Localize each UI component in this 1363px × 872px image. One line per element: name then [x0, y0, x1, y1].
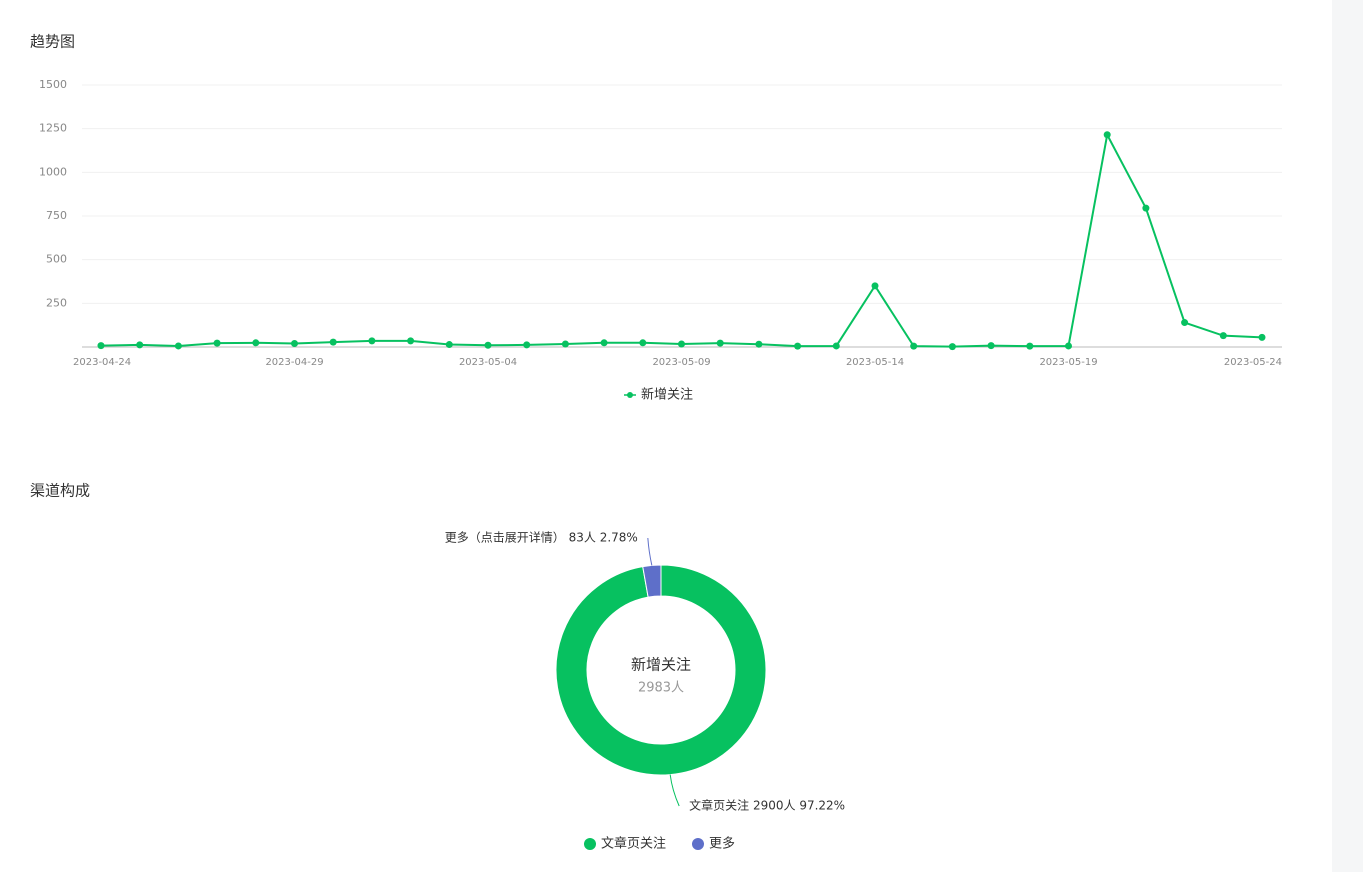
line: [100, 131, 1263, 348]
point: [252, 339, 260, 347]
y-tick-label: 500: [46, 253, 67, 266]
point: [794, 342, 802, 350]
x-tick-label: 2023-05-19: [1039, 357, 1097, 368]
point: [445, 341, 453, 349]
point: [987, 342, 995, 350]
legend-swatch: [627, 392, 633, 398]
point: [213, 339, 221, 347]
point: [1219, 332, 1227, 340]
point: [1103, 131, 1111, 139]
point: [1142, 204, 1150, 212]
point: [1181, 319, 1189, 327]
x-tick-label: 2023-05-24: [1224, 357, 1282, 368]
legend-label[interactable]: 新增关注: [641, 387, 693, 403]
x-tick-label: 2023-05-09: [652, 357, 710, 368]
point: [678, 340, 685, 348]
slice-label: 文章页关注 2900人 97.22%: [689, 798, 845, 813]
legend-label[interactable]: 更多: [709, 836, 735, 852]
point: [832, 342, 840, 350]
point: [1258, 333, 1266, 341]
side-panel: [1332, 0, 1363, 872]
point: [136, 341, 144, 349]
point: [639, 339, 647, 347]
point: [329, 338, 337, 346]
point: [174, 342, 182, 350]
x-tick-label: 2023-04-29: [265, 357, 323, 368]
x-tick-label: 2023-05-04: [459, 357, 517, 368]
point: [523, 341, 531, 349]
y-tick-label: 1500: [39, 78, 67, 91]
y-tick-label: 750: [46, 209, 67, 222]
x-tick-label: 2023-04-24: [73, 357, 131, 368]
legend-swatch: [692, 838, 704, 850]
point: [600, 339, 608, 347]
leader-line: [669, 774, 680, 807]
slice: [642, 564, 662, 598]
slice: [555, 564, 767, 776]
point: [755, 340, 763, 348]
point: [484, 341, 492, 349]
slice-label: 更多（点击展开详情） 83人 2.78%: [445, 530, 638, 545]
y-tick-label: 1250: [39, 122, 67, 135]
point: [910, 342, 918, 350]
point: [948, 343, 956, 351]
legend-swatch: [584, 838, 596, 850]
point: [871, 282, 879, 290]
point: [561, 340, 569, 348]
center-title: 新增关注: [631, 656, 691, 674]
point: [291, 340, 298, 348]
point: [407, 337, 415, 345]
point: [1065, 342, 1072, 350]
y-tick-label: 1000: [39, 165, 67, 178]
point: [1026, 342, 1034, 350]
leader-line: [647, 537, 653, 566]
section-title: 渠道构成: [30, 482, 90, 500]
point: [716, 339, 724, 347]
center-value: 2983人: [638, 681, 684, 696]
point: [368, 337, 376, 345]
x-tick-label: 2023-05-14: [846, 357, 904, 368]
section-title: 趋势图: [30, 33, 75, 51]
point: [97, 342, 105, 350]
y-tick-label: 250: [46, 296, 67, 309]
legend-label[interactable]: 文章页关注: [601, 836, 666, 852]
